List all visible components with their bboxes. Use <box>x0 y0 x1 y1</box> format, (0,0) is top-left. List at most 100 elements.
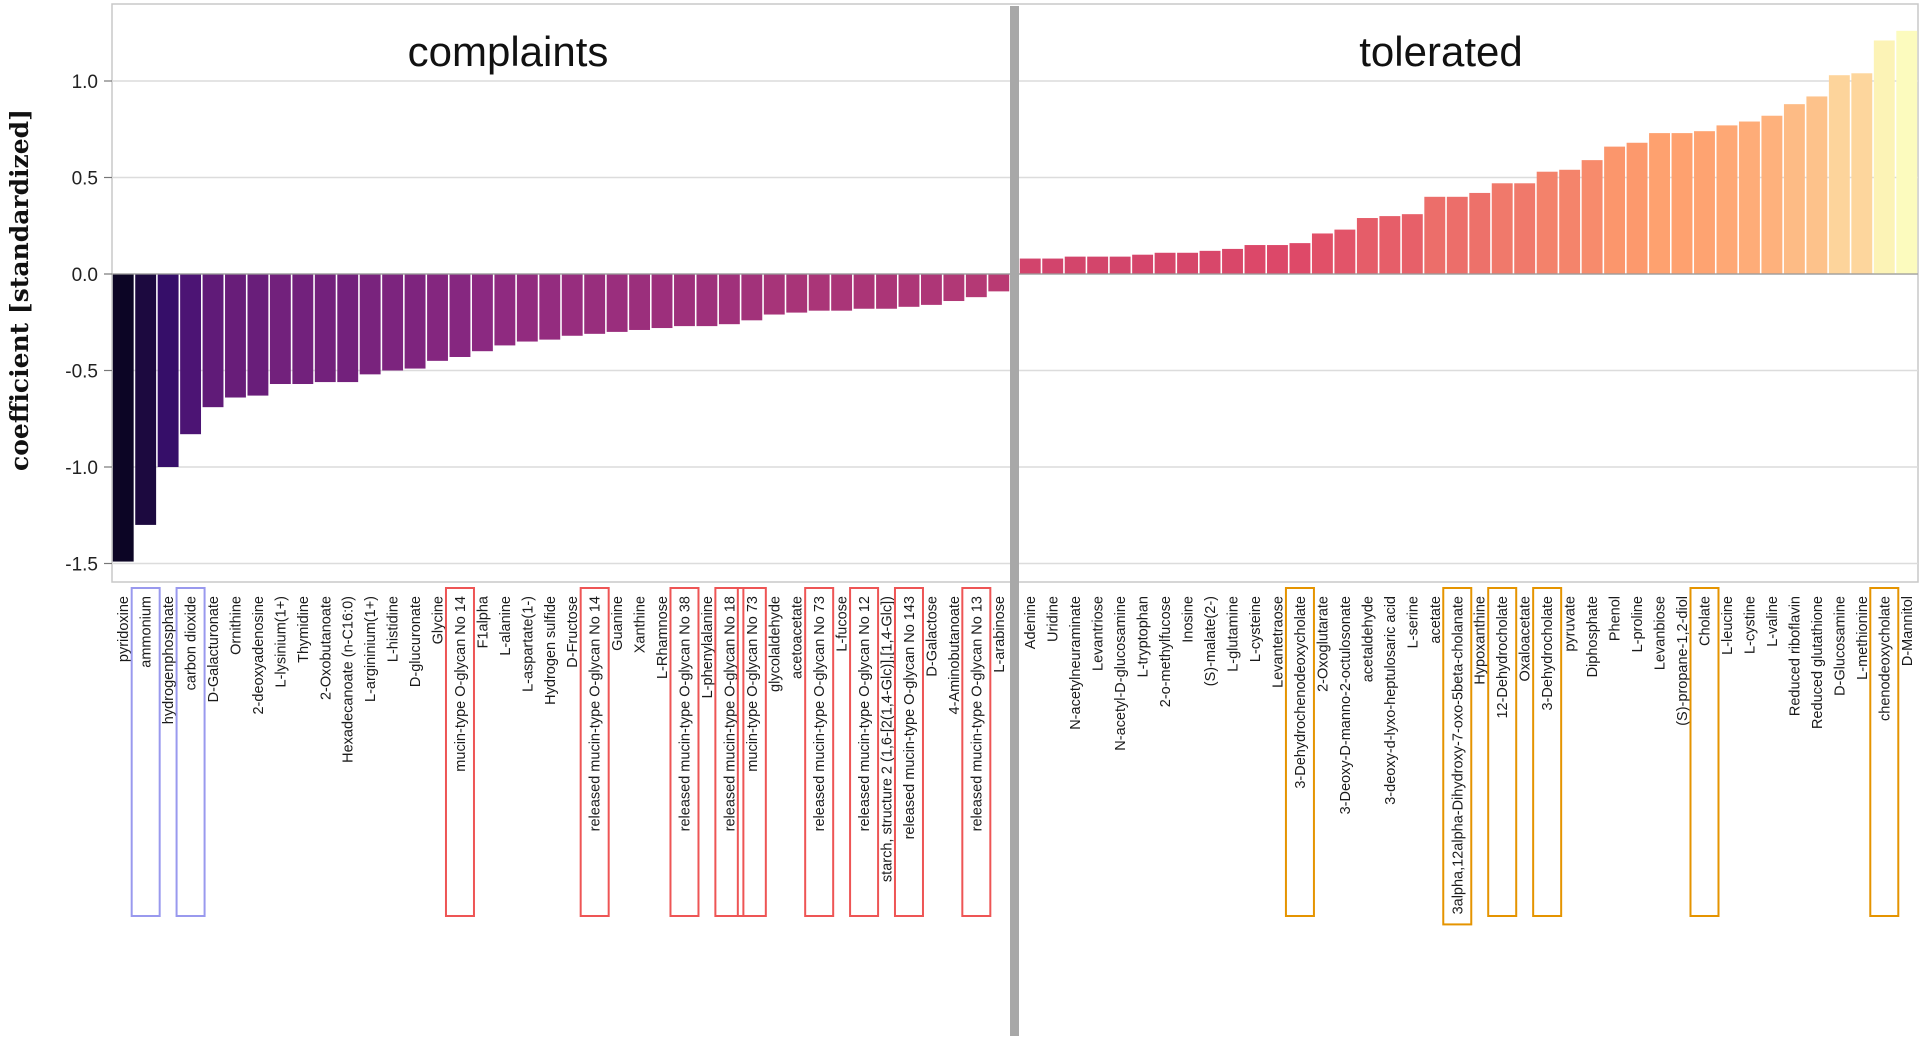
x-tick-label: Levantetraose <box>1270 596 1286 688</box>
x-tick-label: L-glutamine <box>1226 596 1242 672</box>
x-tick-label: L-proline <box>1630 596 1646 652</box>
bar <box>1514 183 1536 274</box>
bar <box>247 274 269 396</box>
x-tick-label: acetate <box>1428 596 1444 644</box>
bar <box>1334 229 1356 274</box>
highlight-box <box>669 587 700 917</box>
x-tick-label: pyridoxine <box>116 596 132 662</box>
bar <box>1311 233 1333 274</box>
x-tick-label: released mucin-type O-glycan No 18 <box>722 596 738 831</box>
x-tick-label: starch, structure 2 (1,6-[2(1,4-Glc)],[1… <box>880 596 896 882</box>
bar <box>696 274 718 327</box>
x-tick-label: chenodeoxycholate <box>1877 596 1893 721</box>
x-tick-label: 3alpha,12alpha-Dihydroxy-7-oxo-5beta-cho… <box>1450 596 1466 914</box>
x-tick-label: L-alanine <box>498 596 514 656</box>
bar <box>1424 196 1446 274</box>
x-tick-label: released mucin-type O-glycan No 73 <box>812 596 828 831</box>
highlight-box <box>130 587 161 917</box>
bar <box>808 274 830 311</box>
bars <box>112 30 1918 562</box>
x-tick-label: Hydrogen sulfide <box>543 596 559 705</box>
bar <box>1738 121 1760 274</box>
x-tick-label: Cholate <box>1697 596 1713 646</box>
x-tick-label: N-acetylneuraminate <box>1068 596 1084 730</box>
x-tick-label: Inosine <box>1181 596 1197 643</box>
bar <box>135 274 157 525</box>
panel-label-tolerated: tolerated <box>1359 28 1522 75</box>
highlight-box <box>1869 587 1900 917</box>
bar <box>1469 192 1491 274</box>
bar <box>853 274 875 309</box>
highlight-box <box>1532 587 1563 917</box>
bar <box>1199 250 1221 274</box>
x-tick-label: L-aspartate(1-) <box>520 596 536 692</box>
x-tick-label: 3-Dehydrochenodeoxycholate <box>1293 596 1309 789</box>
bar <box>1806 96 1828 274</box>
bar <box>1019 258 1041 274</box>
bar <box>1761 115 1783 275</box>
bar <box>1222 248 1243 274</box>
x-tick-label: released mucin-type O-glycan No 14 <box>588 596 604 831</box>
bar <box>1267 245 1288 274</box>
x-tick-label: Ornithine <box>228 596 244 655</box>
bar <box>1851 73 1873 274</box>
x-tick-label: D-glucuronate <box>408 596 424 687</box>
x-tick-label: L-serine <box>1405 596 1421 648</box>
highlight-box <box>961 587 992 917</box>
x-tick-label: released mucin-type O-glycan No 38 <box>677 596 693 831</box>
x-tick-label: L-cystine <box>1742 596 1758 654</box>
bar <box>449 274 471 357</box>
y-axis-title: coefficient [standardized] <box>5 109 34 471</box>
highlight-box <box>175 587 206 917</box>
bar <box>1694 131 1715 274</box>
bar <box>1536 171 1558 274</box>
y-tick-label: 1.0 <box>72 72 98 93</box>
bar <box>1177 252 1199 274</box>
bar <box>584 274 606 334</box>
bar <box>1649 133 1670 274</box>
x-tick-label: acetoacetate <box>790 596 806 679</box>
bar <box>606 274 628 332</box>
bar <box>157 274 179 467</box>
x-tick-label: released mucin-type O-glycan No 13 <box>969 596 985 831</box>
bar <box>1379 216 1401 274</box>
y-tick-label: 0.5 <box>72 169 98 190</box>
x-tick-label: Thymidine <box>296 596 312 663</box>
panel-label-complaints: complaints <box>408 28 609 75</box>
bar <box>898 274 920 307</box>
x-tick-label: released mucin-type O-glycan No 143 <box>902 596 918 839</box>
bar <box>471 274 493 352</box>
x-tick-label: 2-o-methylfucose <box>1158 596 1174 707</box>
bar <box>1828 75 1850 275</box>
bar <box>763 274 785 315</box>
x-tick-label: acetaldehyde <box>1360 596 1376 682</box>
bar <box>1626 142 1648 274</box>
x-tick-label: (S)-malate(2-) <box>1203 596 1219 686</box>
bar <box>1109 256 1131 274</box>
bar <box>1559 169 1581 274</box>
bar <box>920 274 942 305</box>
x-tick-label: glycolaldehyde <box>767 596 783 692</box>
highlight-box <box>736 587 767 917</box>
bar <box>965 274 987 298</box>
x-tick-label: released mucin-type O-glycan No 12 <box>857 596 873 831</box>
x-tick-label: 4-Aminobutanoate <box>947 596 963 715</box>
panel-divider <box>1010 6 1019 1036</box>
x-tick-label: mucin-type O-glycan No 73 <box>745 596 761 772</box>
x-tick-label: Reduced riboflavin <box>1787 596 1803 716</box>
x-tick-label: 2-Oxobutanoate <box>318 596 334 700</box>
bar <box>112 274 134 562</box>
bar <box>1289 243 1311 274</box>
x-tick-label: Oxaloacetate <box>1518 596 1534 681</box>
bar <box>1581 160 1603 274</box>
x-tick-label: carbon dioxide <box>184 596 200 690</box>
x-tick-label: Glycine <box>431 596 447 644</box>
bar <box>1446 196 1468 274</box>
highlight-box <box>893 587 924 917</box>
x-tick-label: 2-deoxyadenosine <box>251 596 267 715</box>
bar <box>1604 146 1626 274</box>
x-tick-label: Xanthine <box>633 596 649 653</box>
x-tick-label: hydrogenphosphate <box>161 596 177 724</box>
x-tick-label: Levanbiose <box>1653 596 1669 670</box>
bar <box>539 274 561 340</box>
